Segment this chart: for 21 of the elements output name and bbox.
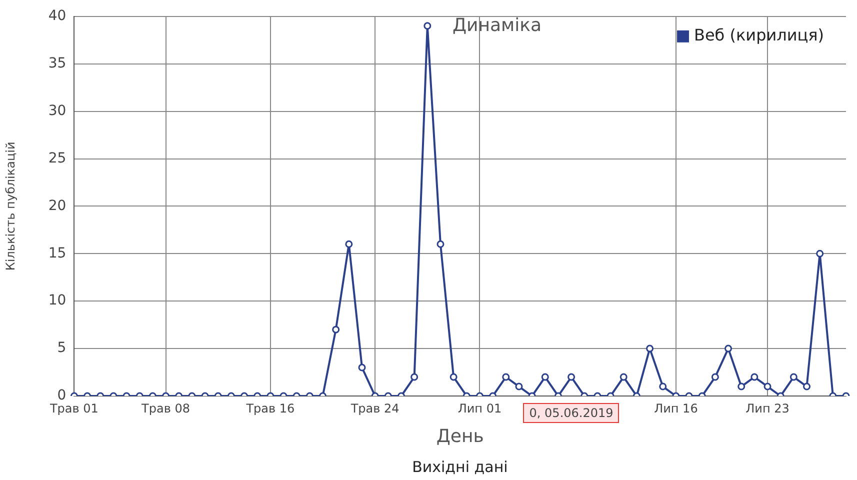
y-axis-title: Кількість публікацій bbox=[3, 142, 18, 271]
y-tick-label: 5 bbox=[57, 340, 66, 356]
y-tick-label: 0 bbox=[57, 388, 66, 404]
text: Вихідні дані bbox=[412, 458, 508, 476]
x-tick-label: Лип 23 bbox=[746, 401, 790, 416]
x-tick-label: Лип 16 bbox=[654, 401, 698, 416]
y-tick-label: 25 bbox=[48, 150, 66, 166]
y-tick-label: 30 bbox=[48, 102, 66, 119]
x-tick-label: Трав 08 bbox=[140, 401, 190, 416]
legend-label: Веб (кирилиця) bbox=[694, 26, 824, 45]
x-tick-label: Трав 24 bbox=[350, 401, 400, 416]
y-tick-label: 35 bbox=[48, 55, 66, 72]
x-axis-title: День bbox=[436, 426, 484, 447]
y-tick-label: 10 bbox=[48, 292, 66, 309]
x-tick-label: Трав 01 bbox=[48, 401, 98, 416]
x-tick-label: Лип 01 bbox=[458, 401, 502, 416]
y-tick-label: 15 bbox=[48, 245, 66, 262]
text: 0, 05.06.2019 bbox=[523, 403, 620, 423]
x-tick-label: Трав 16 bbox=[245, 401, 295, 416]
y-tick-label: 20 bbox=[48, 198, 66, 214]
y-tick-label: 40 bbox=[48, 8, 66, 24]
